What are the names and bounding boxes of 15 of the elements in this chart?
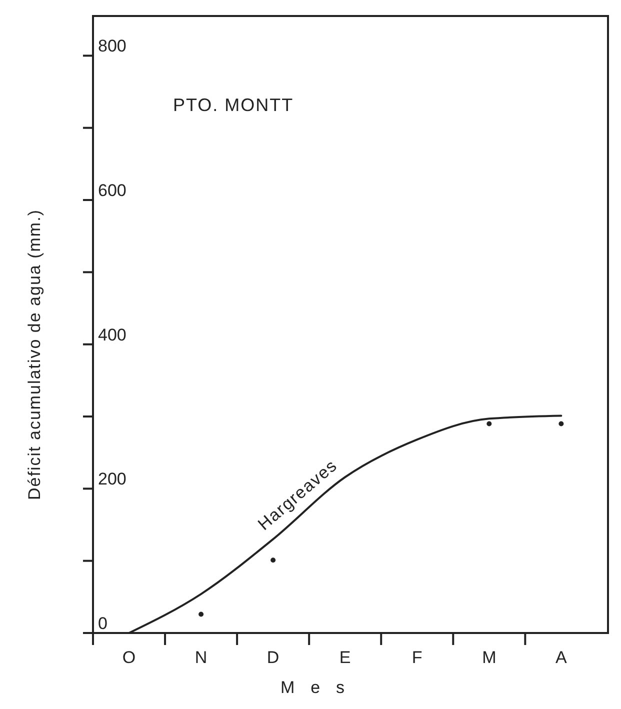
text: PTO. MONTT — [173, 95, 294, 115]
x-tick-label: D — [266, 648, 280, 667]
x-tick-label: M — [482, 648, 496, 667]
x-axis-title: Mes — [280, 678, 361, 697]
x-tick-label: E — [339, 648, 351, 667]
y-tick-label: 400 — [98, 325, 126, 344]
y-tick-label: 200 — [98, 470, 126, 489]
x-tick-label: F — [412, 648, 422, 667]
y-tick-label: 800 — [98, 36, 126, 56]
y-axis-title: Déficit acumulativo de agua (mm.) — [25, 209, 44, 500]
y-tick-label: 0 — [98, 614, 108, 633]
x-tick-label: N — [194, 648, 208, 667]
y-tick-label: 600 — [98, 181, 126, 200]
x-tick-label: A — [556, 648, 568, 667]
x-tick-label: O — [122, 648, 136, 667]
